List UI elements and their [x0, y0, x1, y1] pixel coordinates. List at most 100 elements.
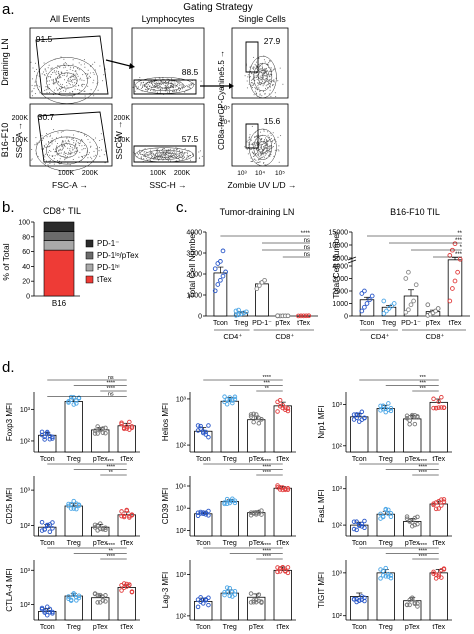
x-tick-label: Treg — [67, 624, 81, 631]
sig-label: ** — [457, 231, 462, 237]
flow-event — [152, 90, 154, 92]
data-point — [410, 596, 415, 602]
flow-event — [259, 148, 261, 150]
data-point — [66, 594, 71, 599]
data-point — [238, 311, 244, 317]
flow-plot-frame — [29, 103, 113, 167]
flow-event — [57, 89, 59, 91]
flow-event — [66, 157, 68, 159]
flow-event — [68, 153, 70, 155]
flow-event — [48, 141, 50, 142]
flow-event — [271, 138, 272, 140]
data-point — [257, 283, 262, 288]
flow-event — [152, 81, 154, 83]
flow-event — [87, 157, 89, 159]
flow-event — [43, 62, 45, 64]
flow-event — [58, 77, 60, 79]
flow-event — [139, 152, 141, 154]
flow-event — [47, 164, 49, 166]
data-point — [232, 396, 238, 402]
flow-event — [268, 62, 270, 64]
flow-event — [144, 151, 146, 152]
flow-event — [267, 134, 269, 136]
flow-event — [260, 79, 262, 81]
y-tick-label: 2000 — [186, 272, 202, 279]
x-tick-label: tTex — [276, 540, 289, 547]
flow-event — [166, 86, 168, 88]
gate — [133, 79, 197, 95]
data-point — [39, 429, 45, 435]
gate — [35, 35, 109, 95]
flow-event — [67, 162, 69, 164]
flow-event — [157, 81, 159, 83]
flow-event — [259, 141, 261, 143]
y-tick-label: 10³ — [176, 506, 187, 513]
flow-event — [90, 156, 92, 158]
flow-event — [252, 152, 254, 154]
data-point — [362, 288, 367, 294]
data-point — [259, 508, 264, 513]
flow-event — [174, 82, 176, 84]
flow-event — [56, 153, 58, 155]
flow-event — [54, 140, 56, 142]
data-point — [389, 303, 394, 309]
flow-event — [64, 158, 66, 160]
flow-event — [154, 81, 156, 83]
flow-event — [263, 142, 265, 144]
flow-event — [174, 86, 176, 88]
contour — [248, 55, 277, 99]
data-point — [381, 298, 387, 304]
flow-event — [161, 153, 163, 155]
flow-event — [254, 136, 256, 138]
flow-event — [173, 149, 175, 151]
flow-event — [61, 135, 63, 137]
y-tick-label: 4000 — [186, 230, 202, 237]
data-point — [410, 595, 415, 600]
flow-event — [266, 138, 268, 140]
y-tick-label: 10³ — [332, 570, 343, 577]
flow-event — [253, 84, 254, 86]
flow-event — [177, 87, 179, 89]
flow-event — [81, 84, 83, 86]
flow-event — [92, 82, 94, 84]
panel-a-letter: a. — [2, 1, 15, 18]
flow-event — [265, 148, 267, 149]
flow-event — [154, 158, 156, 159]
flow-event — [55, 150, 57, 152]
data-point — [380, 573, 386, 578]
flow-event — [84, 148, 86, 150]
flow-event — [72, 75, 74, 77]
flow-event — [173, 90, 175, 92]
flow-event — [144, 88, 146, 90]
data-point — [431, 569, 436, 575]
data-point — [450, 286, 455, 291]
flow-event — [170, 85, 172, 87]
flow-event — [269, 73, 271, 75]
flow-event — [35, 137, 37, 139]
y-tick-label: 10² — [176, 443, 187, 450]
flow-event — [47, 88, 49, 90]
flow-event — [269, 138, 271, 140]
panel-c-ln-ylabel: Total Cell Number — [187, 231, 197, 299]
data-point — [42, 609, 47, 614]
flow-event — [169, 80, 171, 82]
flow-event — [264, 71, 265, 73]
data-point — [119, 513, 124, 519]
flow-event — [61, 84, 63, 86]
data-point — [412, 421, 418, 427]
data-point — [74, 398, 79, 403]
flow-event — [45, 86, 47, 88]
flow-event — [52, 156, 54, 157]
flow-event — [60, 149, 62, 151]
sig-label: **** — [418, 459, 427, 465]
y-tick-label: 1000 — [186, 293, 202, 300]
data-point — [285, 486, 291, 491]
flow-event — [147, 88, 149, 90]
flow-event — [57, 132, 59, 134]
data-point — [380, 403, 386, 409]
data-point — [97, 426, 103, 432]
sig-label: **** — [106, 386, 115, 392]
flow-event — [253, 94, 255, 96]
sig-label: **** — [106, 543, 115, 549]
flow-event — [278, 161, 280, 163]
